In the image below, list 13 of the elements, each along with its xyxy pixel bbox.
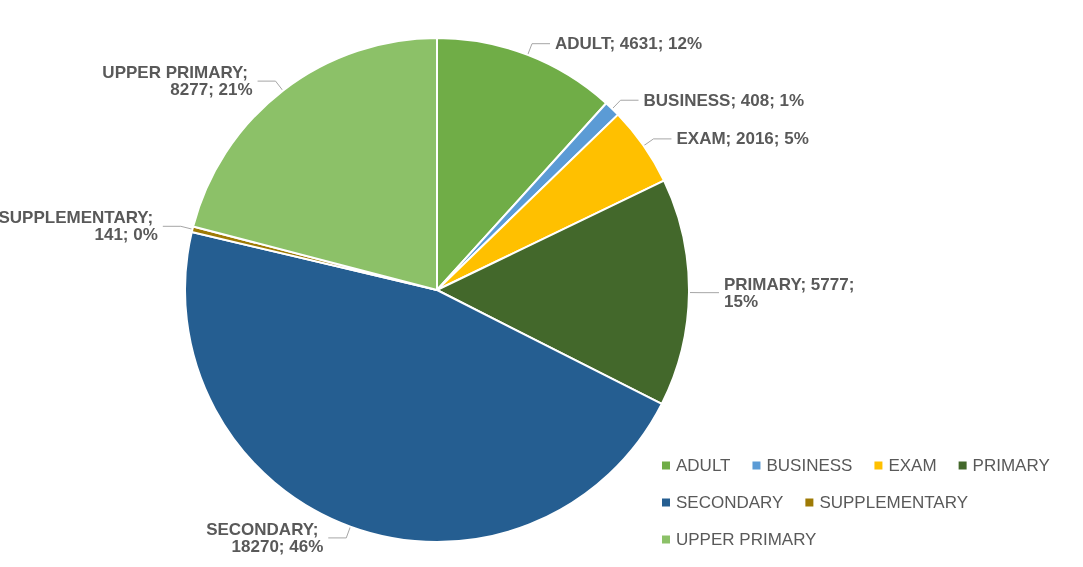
- data-label: PRIMARY; 5777; 15%: [723, 274, 860, 311]
- legend-label: ADULT: [676, 456, 731, 475]
- data-label: UPPER PRIMARY; 8277; 21%: [102, 63, 253, 100]
- legend-label: BUSINESS: [766, 456, 853, 475]
- legend-label: SECONDARY: [676, 493, 784, 512]
- legend-label: UPPER PRIMARY: [676, 530, 817, 549]
- legend-label: PRIMARY: [972, 456, 1050, 475]
- legend-label: EXAM: [888, 456, 937, 475]
- data-label: ADULT; 4631; 12%: [555, 34, 703, 54]
- data-label: EXAM; 2016; 5%: [676, 129, 809, 149]
- legend-label: SUPPLEMENTARY: [819, 493, 969, 512]
- data-label: SECONDARY; 18270; 46%: [206, 519, 324, 556]
- data-label: BUSINESS; 408; 1%: [643, 90, 805, 110]
